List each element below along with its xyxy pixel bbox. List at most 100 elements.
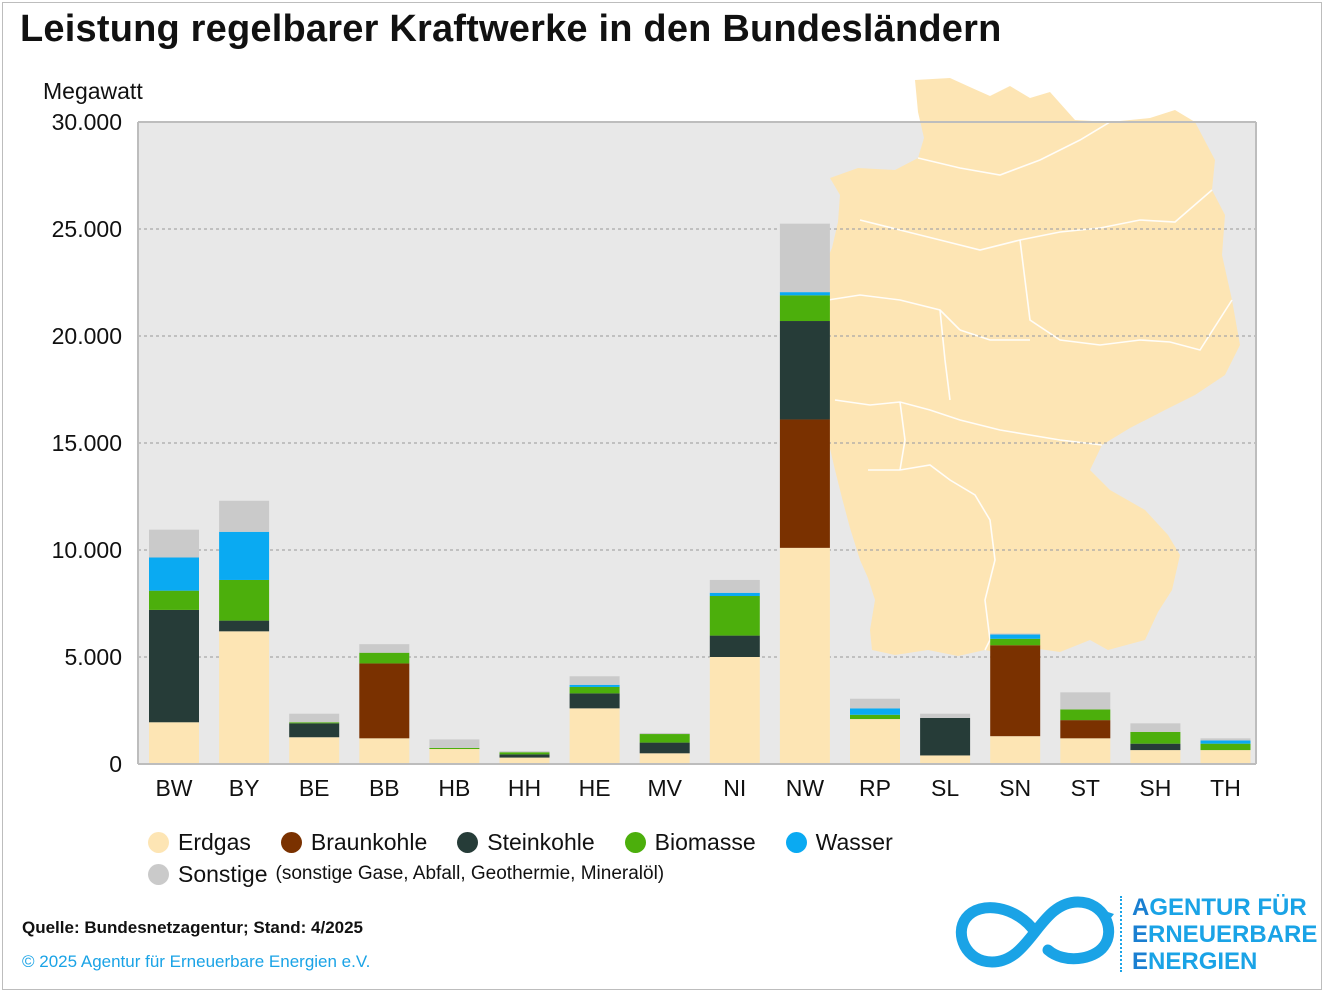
bar-segment-wasser — [709, 592, 760, 597]
logo-line-3: ENERGIEN — [1132, 948, 1258, 975]
x-tick-label: SL — [931, 775, 959, 801]
bar-segment-steinkohle — [289, 723, 340, 738]
x-tick-label: SH — [1139, 775, 1171, 801]
bar-segment-biomasse — [709, 596, 760, 636]
bar-segment-biomasse — [149, 590, 199, 610]
bar-stack-sl — [920, 713, 971, 764]
bar-segment-biomasse — [1060, 709, 1111, 721]
bar-stack-bw — [149, 529, 199, 764]
bar-segment-erdgas — [1130, 750, 1181, 764]
bar-stack-st — [1060, 692, 1111, 764]
source-note: Quelle: Bundesnetzagentur; Stand: 4/2025 — [22, 918, 364, 937]
x-tick-label: ST — [1071, 775, 1100, 801]
bar-segment-sonstige — [1130, 723, 1181, 732]
bar-segment-erdgas — [920, 755, 971, 764]
logo-line-2: ERNEUERBARE — [1132, 921, 1318, 948]
bar-segment-braunkohle — [359, 663, 410, 739]
infinity-logo-arrow — [1102, 910, 1114, 924]
x-tick-label: NW — [786, 775, 825, 801]
logo-separator — [1120, 896, 1122, 972]
copyright-note: © 2025 Agentur für Erneuerbare Energien … — [22, 952, 371, 971]
gridlines — [138, 121, 1256, 658]
y-tick-label: 30.000 — [52, 109, 122, 135]
legend-swatch-steinkohle — [457, 831, 479, 853]
bar-segment-erdgas — [990, 736, 1041, 764]
bar-segment-steinkohle — [709, 635, 760, 657]
bar-segment-erdgas — [499, 757, 550, 764]
bar-segment-biomasse — [1200, 743, 1251, 751]
bar-segment-biomasse — [569, 686, 620, 694]
chart-title: Leistung regelbarer Kraftwerke in den Bu… — [20, 8, 1002, 50]
legend-row-1: Erdgas Braunkohle Steinkohle Biomasse Wa… — [148, 826, 923, 858]
infinity-logo-path — [955, 896, 1115, 968]
bar-stack-nw — [779, 223, 830, 764]
legend-item-erdgas: Erdgas — [148, 829, 251, 856]
y-tick-label: 20.000 — [52, 323, 122, 349]
bar-stack-hh — [499, 751, 550, 764]
bar-stack-be — [289, 713, 340, 764]
bar-stack-hb — [429, 739, 480, 764]
logo-wordmark: AGENTUR FÜR ERNEUERBARE ENERGIEN — [1132, 894, 1317, 975]
bar-segment-sonstige — [850, 698, 900, 709]
y-tick-label: 10.000 — [52, 537, 122, 563]
bar-stack-sn — [990, 633, 1041, 764]
x-tick-label: BE — [299, 775, 330, 801]
bar-segment-erdgas — [149, 722, 199, 764]
legend-label-erdgas: Erdgas — [178, 828, 251, 855]
bar-segment-biomasse — [850, 714, 900, 720]
legend-item-wasser: Wasser — [785, 829, 893, 856]
germany-map-shape — [820, 78, 1240, 656]
bar-segment-wasser — [149, 557, 199, 591]
bar-segment-sonstige — [149, 529, 199, 558]
legend-note-sonstige: (sonstige Gase, Abfall, Geothermie, Mine… — [275, 863, 665, 884]
bar-stack-sh — [1130, 723, 1181, 764]
bar-segment-steinkohle — [1130, 743, 1181, 751]
bar-segment-braunkohle — [779, 419, 830, 548]
bar-segment-steinkohle — [219, 620, 270, 632]
bar-segment-sonstige — [359, 644, 410, 653]
bar-segment-erdgas — [569, 708, 620, 764]
legend-item-biomasse: Biomasse — [624, 829, 756, 856]
x-tick-label: TH — [1210, 775, 1241, 801]
legend-swatch-erdgas — [148, 831, 169, 853]
x-tick-label: BW — [155, 775, 192, 801]
bar-segment-biomasse — [990, 638, 1041, 646]
bar-segment-wasser — [1200, 740, 1251, 744]
bar-stack-ni — [709, 579, 760, 764]
legend-swatch-wasser — [785, 831, 807, 853]
bars — [149, 223, 1251, 764]
bar-segment-steinkohle — [920, 717, 971, 756]
bar-segment-erdgas — [779, 547, 830, 764]
bar-segment-sonstige — [429, 739, 480, 748]
bar-segment-biomasse — [639, 734, 690, 743]
bar-segment-sonstige — [289, 713, 340, 723]
x-tick-label: NI — [723, 775, 746, 801]
bar-segment-steinkohle — [569, 693, 620, 709]
x-tick-label: HH — [508, 775, 541, 801]
x-axis: BW BY BE BB HB HH HE MV NI NW RP SL SN ST SH TH — [138, 122, 1257, 801]
bar-segment-erdgas — [1060, 738, 1111, 764]
bar-segment-biomasse — [289, 722, 340, 724]
bar-segment-erdgas — [850, 719, 900, 764]
x-tick-label: HE — [579, 775, 611, 801]
bar-segment-sonstige — [219, 500, 270, 532]
legend: Erdgas Braunkohle Steinkohle Biomasse Wa… — [148, 826, 923, 890]
bar-stack-rp — [850, 698, 900, 764]
y-axis: 0 5.000 10.000 15.000 20.000 25.000 30.000 — [52, 109, 139, 777]
bar-stack-th — [1200, 738, 1251, 764]
x-tick-label: SN — [999, 775, 1031, 801]
bar-segment-biomasse — [499, 752, 550, 755]
legend-swatch-braunkohle — [280, 831, 302, 853]
bar-segment-steinkohle — [149, 609, 199, 723]
bar-segment-biomasse — [1130, 731, 1181, 744]
legend-item-steinkohle: Steinkohle — [457, 829, 595, 856]
bar-segment-sonstige — [709, 579, 760, 593]
bar-segment-wasser — [850, 708, 900, 715]
bar-segment-sonstige — [639, 732, 690, 735]
legend-swatch-sonstige — [148, 863, 169, 885]
bar-segment-steinkohle — [639, 742, 690, 754]
y-tick-label: 5.000 — [64, 644, 122, 670]
x-tick-label: RP — [859, 775, 891, 801]
